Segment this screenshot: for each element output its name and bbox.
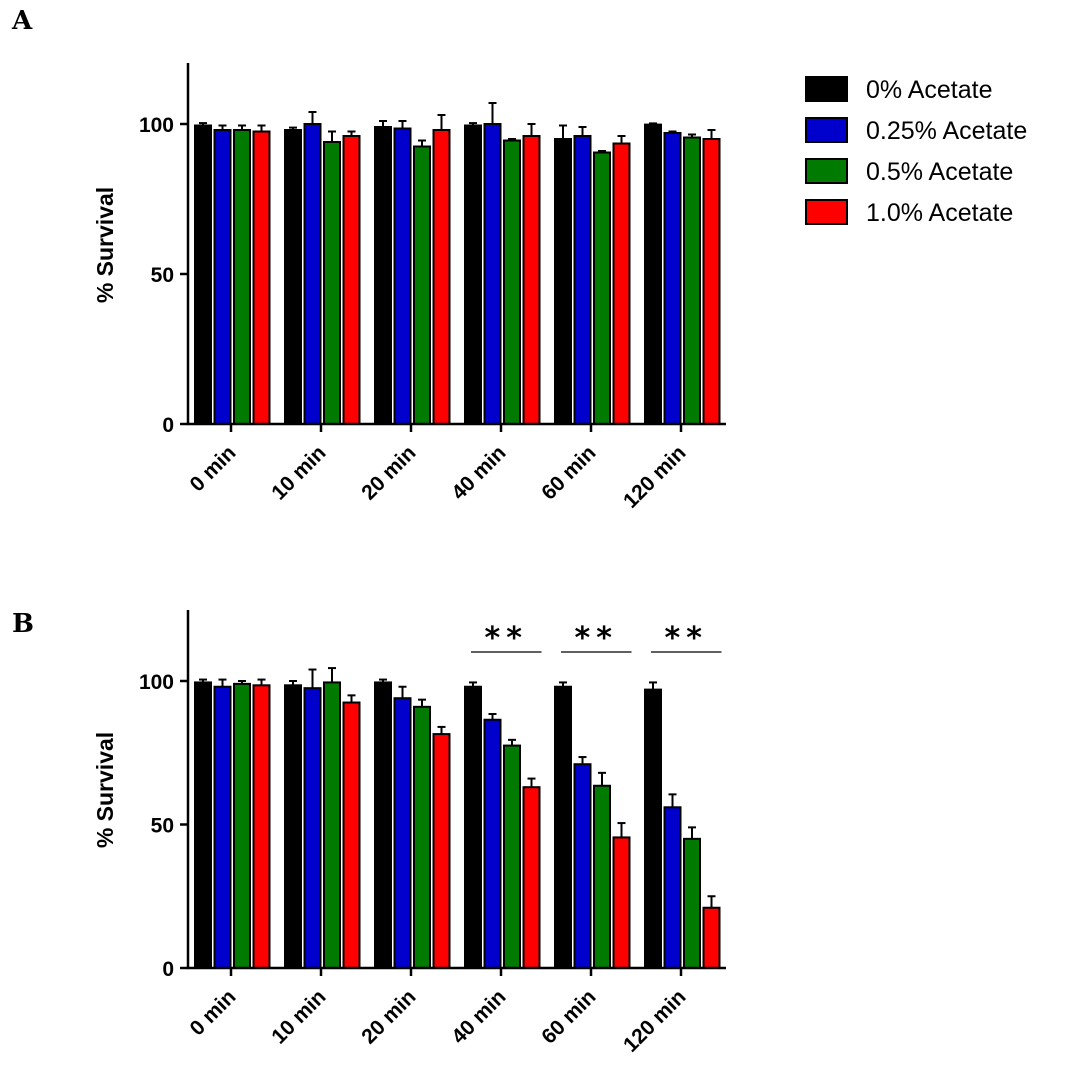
panel-b: B % Survival 0 50 100 0 min 10 min 20 min 40 m…: [12, 609, 726, 1057]
x-tick-label: 60 min: [537, 441, 600, 504]
x-tick-label: 20 min: [357, 441, 420, 504]
x-tick-label: 10 min: [267, 985, 330, 1048]
bar: [593, 151, 611, 425]
bar: [702, 138, 721, 425]
bar: [432, 129, 451, 425]
legend-item: 0.25% Acetate: [805, 117, 1027, 145]
legend-swatch: [805, 158, 848, 184]
legend-swatch: [805, 199, 848, 225]
bar: [303, 687, 322, 969]
bar: [503, 139, 521, 425]
significance-label: **: [665, 621, 708, 656]
panel-a: A % Survival 0 50 100 0 min 10 min 20 min 40 m…: [11, 6, 726, 513]
bar: [252, 130, 271, 425]
bar: [194, 124, 212, 425]
bar: [612, 142, 631, 425]
significance-label: **: [485, 621, 528, 656]
panel-b-bars: [194, 667, 721, 970]
bar: [233, 682, 251, 969]
legend-label: 1.0% Acetate: [866, 199, 1013, 227]
y-tick-label: 50: [151, 815, 174, 838]
y-tick-label: 0: [162, 414, 174, 437]
legend-label: 0.5% Acetate: [866, 158, 1013, 186]
bar: [573, 763, 592, 969]
bar: [323, 681, 341, 969]
bar: [644, 123, 662, 425]
bar: [413, 705, 431, 970]
x-tick-label: 120 min: [619, 441, 691, 513]
bar: [323, 141, 341, 425]
bar: [393, 697, 412, 969]
bar: [374, 681, 392, 969]
legend-label: 0% Acetate: [866, 76, 992, 104]
x-tick-label: 10 min: [267, 441, 330, 504]
bar: [342, 135, 361, 425]
bar: [683, 136, 701, 425]
bar: [663, 806, 682, 970]
y-tick-label: 100: [139, 114, 174, 137]
bar: [702, 906, 721, 969]
x-tick-label: 40 min: [447, 985, 510, 1048]
bar: [554, 685, 572, 969]
x-tick-label: 40 min: [447, 441, 510, 504]
panel-a-letter: A: [11, 6, 33, 36]
legend-item: 1.0% Acetate: [805, 199, 1013, 227]
bar: [554, 138, 572, 425]
bar: [644, 688, 662, 969]
bar: [593, 784, 611, 969]
x-tick-label: 120 min: [619, 985, 691, 1057]
bar: [284, 684, 302, 969]
x-tick-label: 0 min: [185, 985, 240, 1040]
bar: [573, 135, 592, 425]
bar: [252, 684, 271, 969]
legend-item: 0% Acetate: [805, 76, 992, 104]
bar: [303, 123, 322, 425]
x-tick-label: 0 min: [185, 441, 240, 496]
legend-label: 0.25% Acetate: [866, 117, 1027, 145]
panel-a-y-axis-title: % Survival: [92, 187, 118, 303]
bar: [522, 786, 541, 969]
y-tick-label: 0: [162, 958, 174, 981]
bar: [233, 129, 251, 425]
bar: [432, 733, 451, 969]
bar: [374, 126, 392, 425]
legend: 0% Acetate 0.25% Acetate 0.5% Acetate 1.…: [805, 76, 1027, 227]
panel-a-bars: [194, 102, 721, 425]
panel-b-letter: B: [12, 609, 34, 639]
y-tick-label: 50: [151, 264, 174, 287]
bar: [213, 685, 232, 969]
significance-label: **: [575, 621, 618, 656]
bar: [393, 127, 412, 425]
bar: [464, 685, 482, 969]
bar: [464, 124, 482, 425]
bar: [194, 681, 212, 969]
bar: [522, 135, 541, 425]
bar: [612, 836, 631, 969]
x-tick-label: 20 min: [357, 985, 420, 1048]
x-tick-label: 60 min: [537, 985, 600, 1048]
y-tick-label: 100: [139, 671, 174, 694]
bar: [483, 718, 502, 969]
bar: [413, 145, 431, 425]
legend-swatch: [805, 117, 848, 143]
legend-swatch: [805, 76, 848, 102]
bar: [213, 129, 232, 425]
bar: [663, 132, 682, 425]
bar: [342, 701, 361, 970]
panel-b-y-axis-title: % Survival: [92, 732, 118, 848]
bar: [683, 837, 701, 969]
bar: [284, 129, 302, 425]
panel-b-significance: ** ** **: [471, 621, 722, 656]
bar: [503, 744, 521, 970]
bar: [483, 123, 502, 425]
legend-item: 0.5% Acetate: [805, 158, 1013, 186]
